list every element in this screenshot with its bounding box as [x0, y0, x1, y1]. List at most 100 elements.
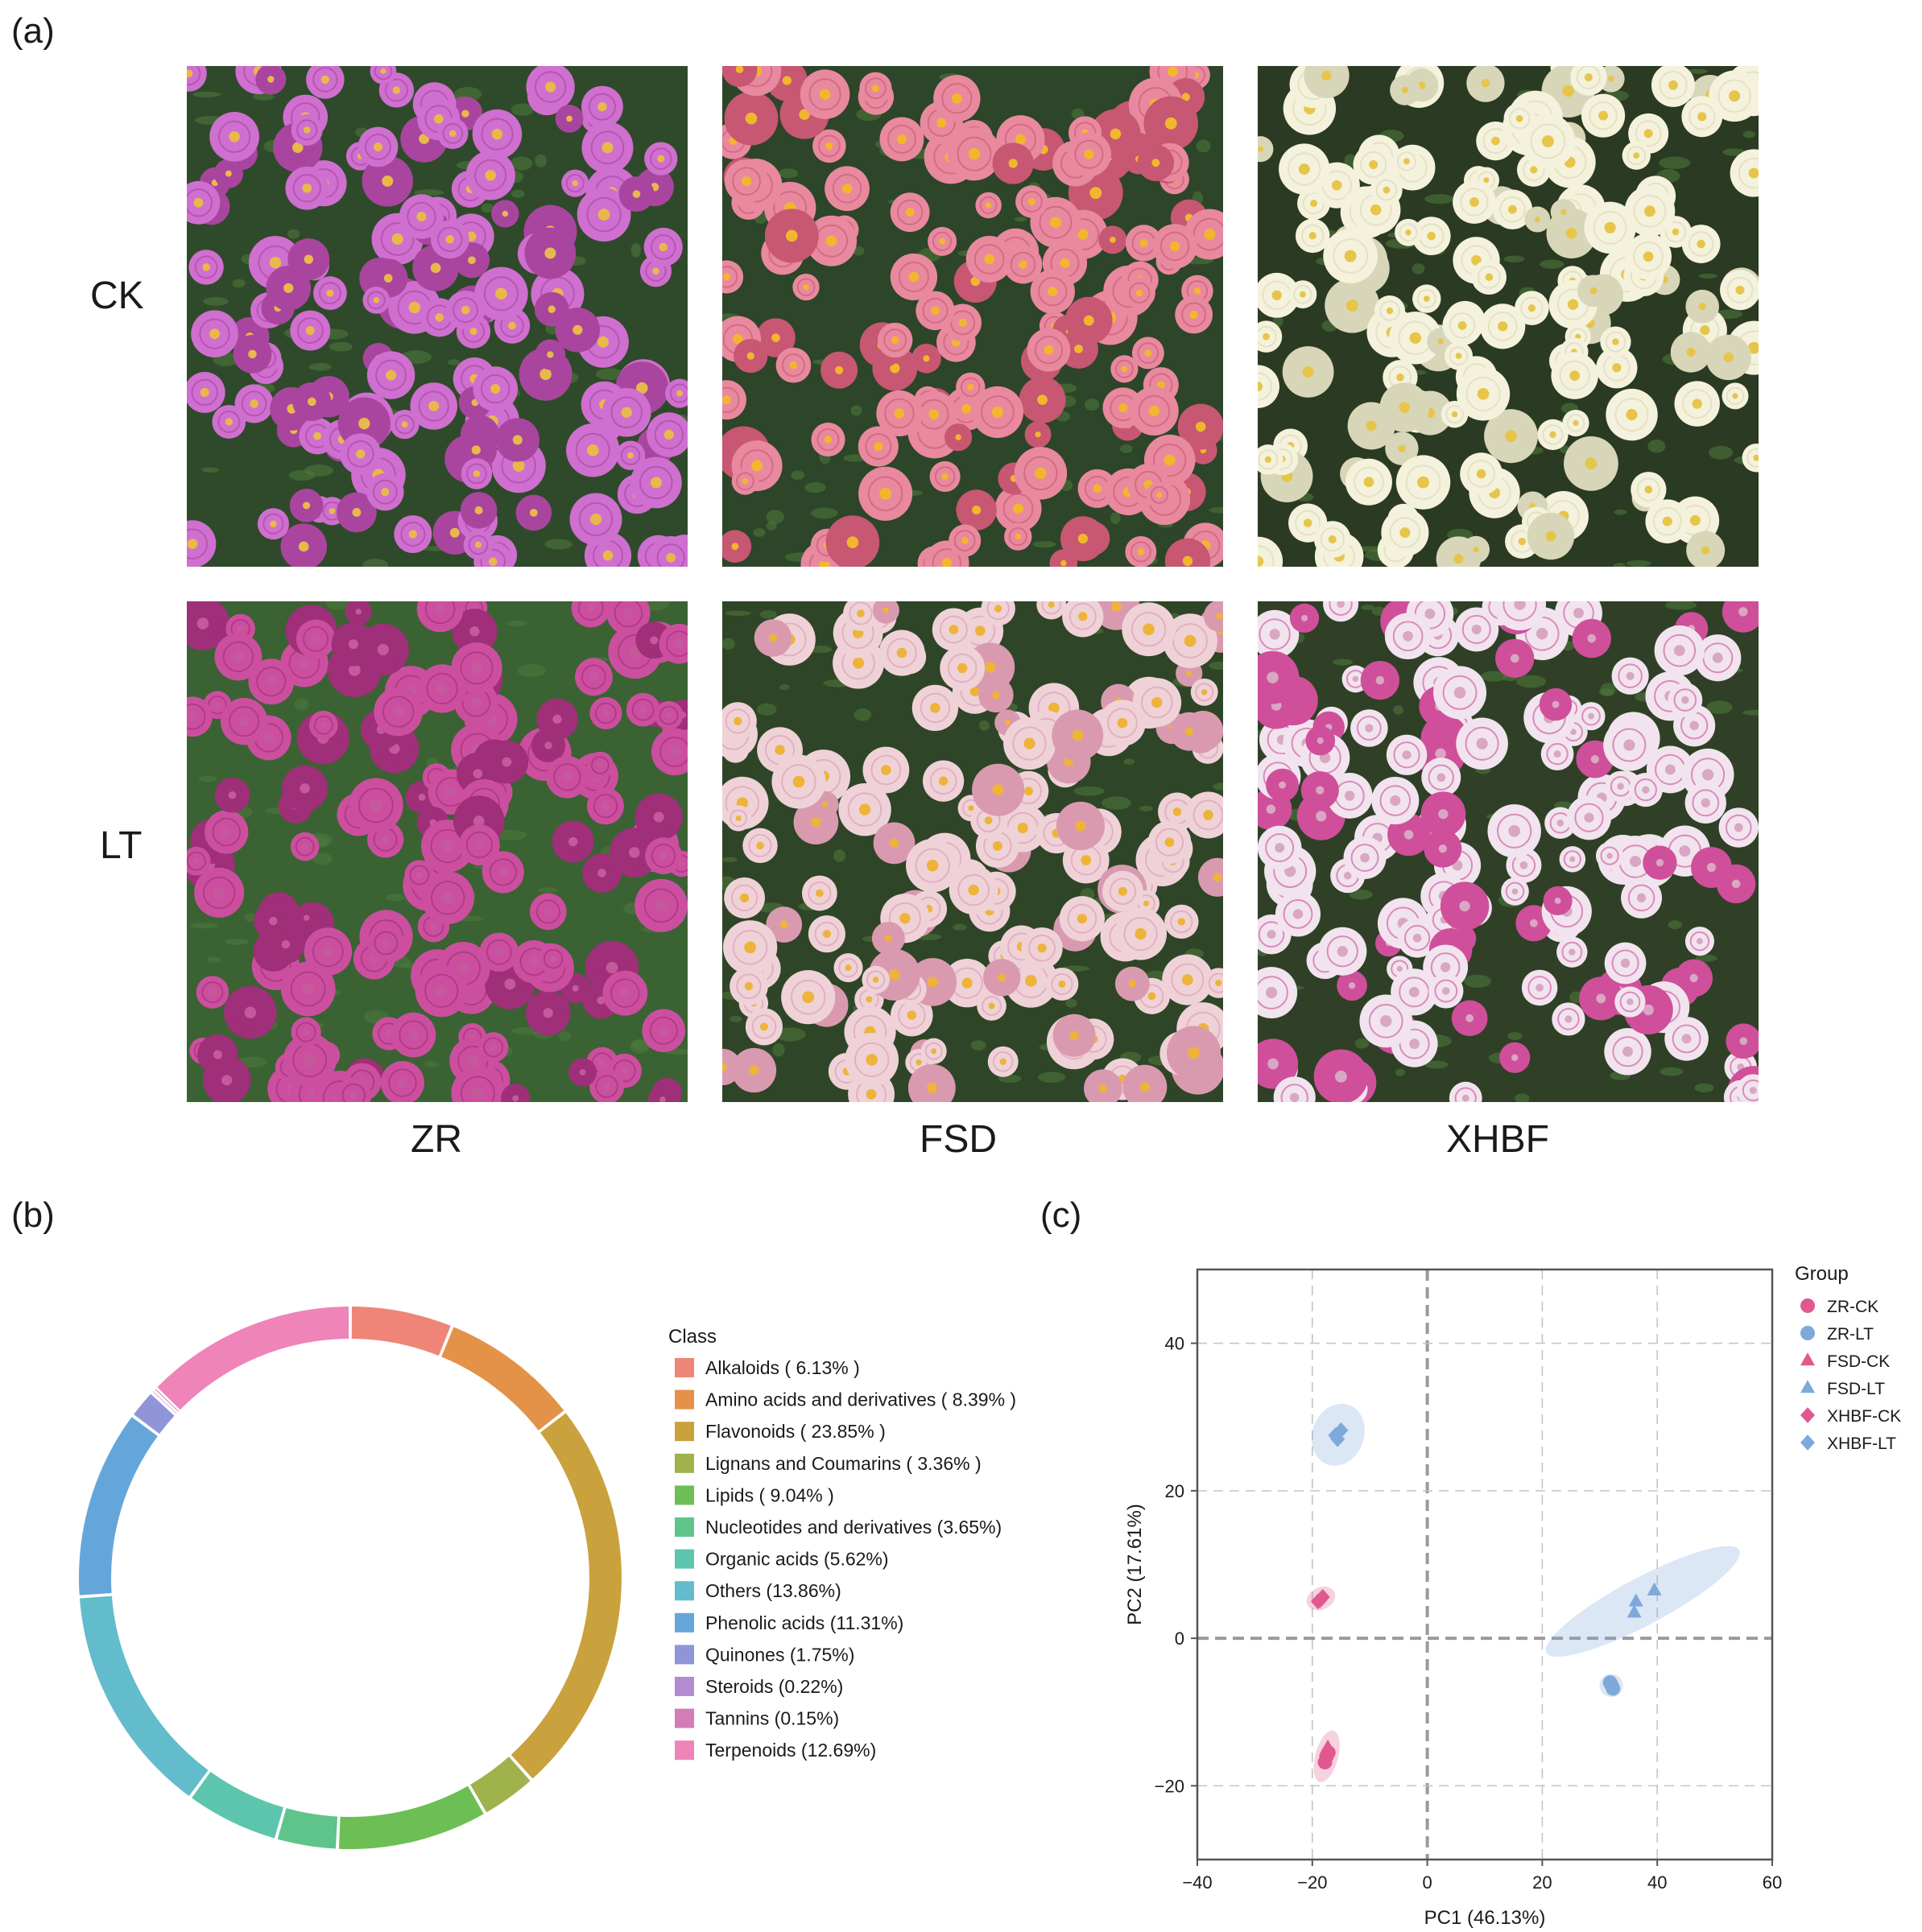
flower-head	[1449, 1081, 1482, 1102]
flower-head	[1305, 725, 1336, 756]
flower-head	[1374, 295, 1406, 327]
flower-center	[1731, 879, 1741, 889]
flower-head	[916, 291, 955, 331]
legend-label: Alkaloids ( 6.13% )	[705, 1357, 860, 1378]
flower-petal-ring	[1477, 265, 1501, 289]
flower-center	[502, 757, 512, 767]
flower-head	[404, 860, 435, 890]
leaf	[1742, 709, 1759, 716]
flower-head	[724, 159, 769, 204]
flower-head	[1123, 277, 1155, 309]
flower-head	[1258, 272, 1300, 318]
flower-petal-ring	[296, 119, 318, 141]
flower-head	[1645, 499, 1690, 543]
flower-head	[1066, 132, 1112, 177]
flower-petal-ring	[866, 970, 886, 989]
flower-center	[1081, 855, 1092, 865]
flower-petal-ring	[1600, 846, 1619, 865]
flower-head	[1258, 365, 1279, 408]
flower-center	[742, 478, 749, 485]
leaf	[1393, 705, 1403, 715]
flower-center	[779, 920, 788, 929]
flower-center	[298, 541, 309, 552]
flower-center	[1048, 601, 1055, 609]
flower-center	[1048, 702, 1060, 714]
leaf	[978, 720, 990, 731]
flower-petal-ring	[559, 828, 587, 856]
flower-head	[1110, 355, 1139, 383]
flower-petal-ring	[1635, 120, 1662, 147]
flower-head	[266, 925, 305, 964]
flower-petals	[571, 601, 610, 628]
flower-petal-ring	[884, 398, 915, 429]
flower-head	[932, 608, 976, 651]
flower-head	[430, 220, 469, 259]
flower-petal-ring	[1360, 151, 1387, 179]
flower-center	[1440, 962, 1451, 972]
flower-petal-ring	[297, 908, 316, 927]
flower-petal-ring	[202, 876, 236, 910]
flower-head	[647, 412, 688, 457]
flower-center	[739, 893, 750, 903]
flower-petal-ring	[864, 77, 887, 100]
flower-center	[572, 985, 579, 992]
flower-petals	[1742, 444, 1759, 473]
leaf	[1395, 1068, 1405, 1076]
flower-head	[1603, 719, 1655, 771]
flower-center	[1473, 546, 1479, 553]
flower-center	[1514, 601, 1526, 610]
flower-center	[1748, 341, 1759, 354]
flower-head	[626, 692, 660, 727]
legend-marker	[1800, 1298, 1815, 1313]
flower-petal-ring	[986, 601, 1010, 621]
flower-head	[1289, 603, 1320, 633]
flower-center	[896, 134, 907, 144]
legend-marker	[1800, 1352, 1815, 1366]
flower-center	[1622, 1046, 1633, 1057]
flower-head	[1709, 70, 1759, 122]
flower-petal-ring	[563, 315, 593, 345]
leaf	[1014, 217, 1027, 222]
flower-center	[1308, 232, 1316, 240]
flower-petal-ring	[1028, 934, 1056, 962]
flower-center	[1508, 204, 1517, 214]
flower-center	[657, 155, 665, 163]
flower-center	[968, 884, 979, 896]
flower-petal-ring	[1527, 976, 1552, 1000]
flower-petal-ring	[790, 979, 826, 1015]
flower-head	[474, 266, 528, 321]
flower-head	[586, 751, 614, 779]
flower-center	[381, 488, 390, 497]
leaf	[1424, 194, 1454, 204]
flower-head	[947, 127, 1002, 181]
flower-center	[1337, 601, 1345, 609]
flower-petal-ring	[289, 773, 320, 803]
flower-head	[445, 291, 486, 330]
flower-center	[992, 784, 1004, 796]
flower-head	[1125, 536, 1157, 567]
legend-title: Class	[668, 1326, 717, 1348]
leaf	[811, 507, 838, 519]
flower-head	[1584, 201, 1636, 254]
col-label-zr: ZR	[411, 1118, 462, 1161]
flower-head	[212, 405, 246, 439]
flower-head	[291, 1017, 321, 1047]
flower-petal-ring	[1068, 523, 1098, 554]
flower-petal-ring	[1520, 296, 1544, 320]
flower-petal-ring	[1068, 602, 1097, 630]
flower-head	[1420, 791, 1466, 837]
flower-center	[502, 210, 509, 217]
flower-petal-ring	[1502, 601, 1537, 621]
flower-head	[1392, 147, 1421, 176]
flower-petal-ring	[1121, 972, 1144, 996]
leaf	[206, 956, 221, 964]
flower-petal-ring	[724, 535, 746, 558]
flower-petal-ring	[460, 651, 494, 685]
flower-center	[882, 607, 889, 613]
flower-center	[1629, 856, 1642, 868]
flower-center	[1403, 630, 1413, 642]
flower-center	[1151, 696, 1163, 708]
flower-head	[337, 492, 377, 533]
flower-petal-ring	[1403, 925, 1431, 952]
flower-head	[1684, 782, 1726, 824]
